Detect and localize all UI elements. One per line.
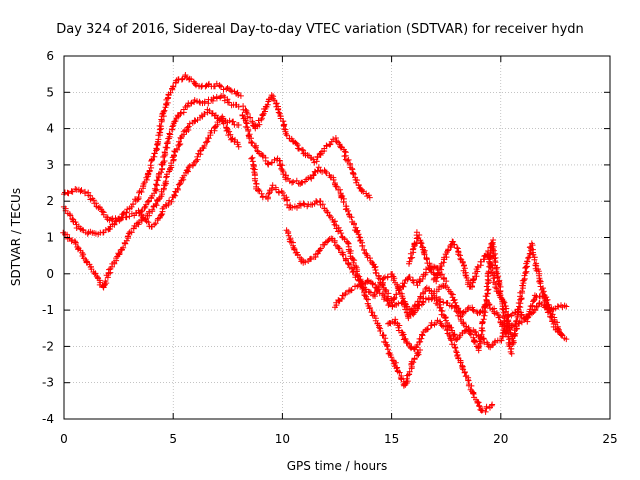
x-tick-label: 15 (384, 432, 399, 446)
series-markers (240, 92, 373, 201)
y-tick-label: 2 (46, 194, 54, 208)
series-markers (135, 113, 242, 230)
series-track-4 (135, 113, 242, 230)
x-tick-label: 20 (493, 432, 508, 446)
y-tick-label: -2 (42, 339, 54, 353)
y-tick-label: 0 (46, 267, 54, 281)
y-tick-label: -3 (42, 376, 54, 390)
y-tick-label: 1 (46, 231, 54, 245)
series-track-10 (385, 316, 496, 415)
x-axis-label: GPS time / hours (287, 459, 388, 473)
series-track-5 (240, 92, 373, 201)
series-markers (239, 112, 450, 306)
x-tick-label: 0 (60, 432, 68, 446)
y-tick-label: 6 (46, 49, 54, 63)
tick-marks (63, 55, 611, 420)
series-markers (385, 316, 496, 415)
y-tick-label: -4 (42, 412, 54, 426)
data-points (60, 72, 570, 415)
y-tick-label: 3 (46, 158, 54, 172)
x-tick-label: 10 (275, 432, 290, 446)
x-tick-labels: 0 5 10 15 20 25 (60, 432, 617, 446)
series-markers (60, 106, 242, 291)
x-tick-label: 5 (169, 432, 177, 446)
series-track-3 (60, 106, 242, 291)
grid-lines (64, 56, 610, 419)
series-track-6 (239, 112, 450, 306)
series-markers (431, 237, 515, 357)
series-track-12 (431, 237, 515, 357)
y-tick-label: 4 (46, 122, 54, 136)
y-axis-label: SDTVAR / TECUs (9, 188, 23, 286)
y-tick-label: 5 (46, 85, 54, 99)
chart-title: Day 324 of 2016, Sidereal Day-to-day VTE… (56, 22, 584, 37)
x-tick-label: 25 (602, 432, 617, 446)
y-tick-labels: -4 -3 -2 -1 0 1 2 3 4 5 6 (42, 49, 54, 426)
y-tick-label: -1 (42, 303, 54, 317)
